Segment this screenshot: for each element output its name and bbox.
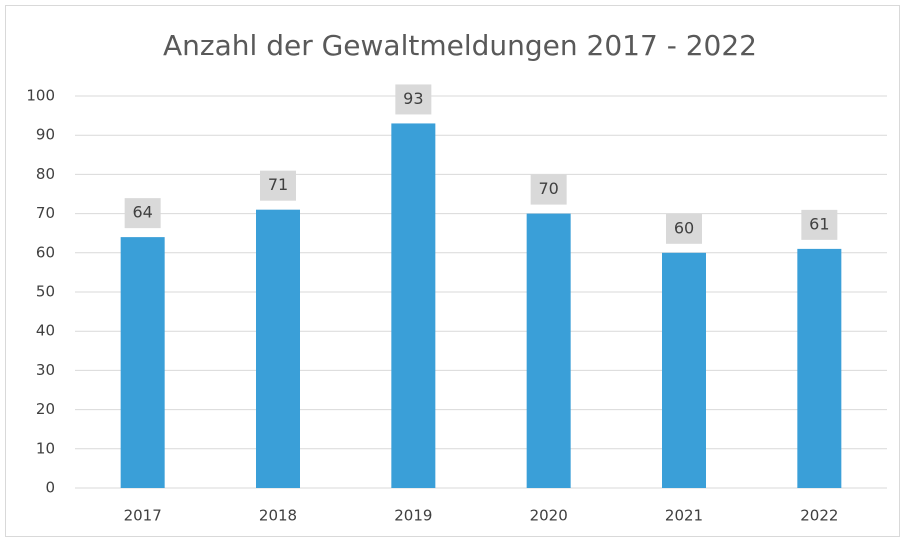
- data-label: 71: [268, 175, 288, 194]
- bar: [797, 248, 842, 488]
- data-label-box: [801, 209, 838, 240]
- x-tick-label: 2021: [665, 507, 703, 525]
- data-label-box: [666, 213, 702, 244]
- y-tick-label: 40: [36, 322, 55, 340]
- x-tick-label: 2017: [124, 507, 162, 525]
- y-tick-label: 30: [36, 361, 55, 379]
- bar: [391, 123, 436, 488]
- bar: [120, 237, 165, 488]
- data-label: 60: [674, 218, 694, 237]
- y-tick-label: 50: [36, 283, 55, 301]
- data-label-box: [124, 198, 161, 229]
- data-label: 93: [403, 89, 423, 108]
- x-tick-label: 2020: [530, 507, 568, 525]
- x-tick-label: 2019: [394, 507, 432, 525]
- data-label-box: [530, 174, 567, 205]
- data-label-box: [260, 170, 296, 201]
- bar: [662, 252, 706, 488]
- data-label: 70: [538, 179, 558, 198]
- y-tick-label: 0: [45, 479, 55, 497]
- data-label: 61: [809, 214, 829, 233]
- chart-title: Anzahl der Gewaltmeldungen 2017 - 2022: [163, 29, 757, 62]
- x-tick-label: 2018: [259, 507, 297, 525]
- data-label-box: [395, 84, 432, 115]
- bar: [526, 213, 571, 488]
- y-tick-label: 80: [36, 165, 55, 183]
- data-label: 64: [132, 203, 152, 222]
- y-tick-label: 70: [36, 204, 55, 222]
- y-tick-label: 100: [26, 87, 55, 105]
- y-tick-label: 10: [36, 439, 55, 457]
- y-tick-label: 60: [36, 243, 55, 261]
- y-tick-label: 90: [36, 126, 55, 144]
- y-tick-label: 20: [36, 400, 55, 418]
- x-tick-label: 2022: [800, 507, 838, 525]
- bar: [256, 209, 300, 488]
